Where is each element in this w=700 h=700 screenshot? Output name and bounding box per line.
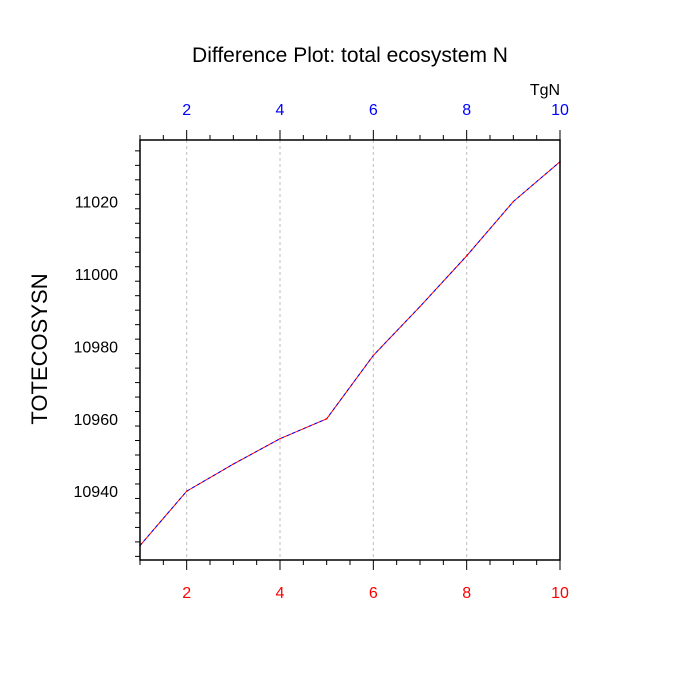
y-tick-label: 10940: [74, 484, 119, 501]
axis-ticks: [135, 130, 561, 570]
series-line: [139, 161, 561, 546]
data-point: [185, 490, 188, 493]
x-tick-label-top: 2: [182, 102, 191, 119]
series-layer: [139, 160, 561, 547]
data-point: [465, 255, 468, 257]
x-tick-label-top: 4: [276, 102, 285, 119]
data-point: [325, 417, 328, 420]
x-tick-label-top: 8: [462, 102, 471, 119]
data-point: [372, 354, 375, 357]
chart-title: Difference Plot: total ecosystem N: [192, 44, 508, 67]
x-tick-label-bottom: 2: [182, 585, 191, 602]
data-point: [232, 463, 235, 465]
y-axis-label: TOTECOSYSN: [27, 273, 52, 424]
y-tick-label: 11020: [75, 195, 118, 212]
data-point: [419, 305, 421, 308]
x-tick-label-bottom: 8: [462, 585, 471, 602]
plot-frame: [139, 139, 561, 561]
data-point: [279, 437, 281, 440]
x-tick-label-top: 10: [551, 102, 569, 119]
x-tick-label-bottom: 6: [369, 585, 378, 602]
tick-labels: 2 2 4 4 6 6 8 8 10 10 10940 10960 10980 11000 11020: [74, 102, 570, 602]
grid-lines: [186, 140, 468, 560]
x-tick-label-bottom: 10: [551, 585, 569, 602]
x-tick-label-top: 6: [369, 102, 378, 119]
y-tick-label: 10980: [74, 339, 119, 356]
y-tick-label: 11000: [75, 267, 118, 284]
data-point: [512, 200, 515, 203]
units-label: TgN: [530, 82, 560, 99]
y-tick-label: 10960: [74, 412, 119, 429]
series-line-dash: [139, 161, 561, 546]
x-tick-label-bottom: 4: [276, 585, 285, 602]
